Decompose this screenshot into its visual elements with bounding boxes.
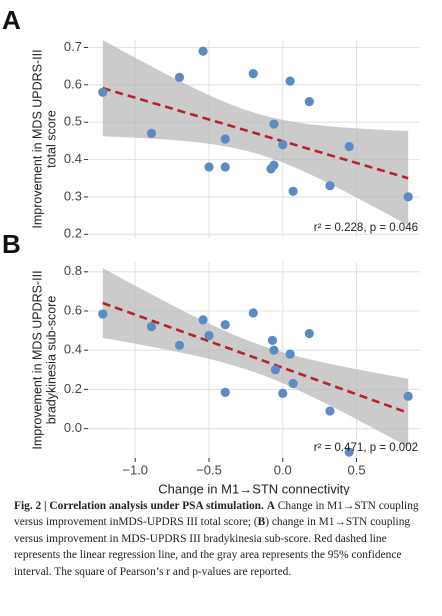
data-point [304,97,314,107]
y-tick-label: 0.7 [64,39,82,54]
data-point [278,140,288,150]
y-tick-label: 0.3 [64,188,82,203]
data-point [270,365,280,375]
caption: Fig. 2 | Correlation analysis under PSA … [14,498,432,580]
data-point [288,378,298,389]
y-axis-label: Improvement in MDS UPDRS-III [30,270,44,449]
data-point [198,315,208,325]
x-tick-label: 0.0 [274,462,292,477]
data-point [285,349,295,359]
y-axis-label: Improvement in MDS UPDRS-III [30,49,44,228]
data-point [266,164,276,174]
data-point [269,119,279,129]
y-tick-label: 0.5 [64,114,82,129]
data-point [248,69,258,79]
caption-text: Change in M1→STN coupling versus improve… [14,500,419,529]
y-tick-label: 0.6 [64,302,82,317]
data-point [174,340,185,350]
y-tick-label: 0.0 [64,420,82,435]
data-point [220,162,230,172]
panel-letter: A [2,5,21,35]
data-point [220,387,230,397]
data-point [98,309,108,319]
data-point [248,308,258,318]
data-point [403,192,413,202]
data-point [220,320,230,330]
data-point [198,46,208,56]
data-point [325,406,335,416]
caption-text: ) change in M1→STN coupling versus impro… [14,516,411,578]
y-axis-label: bradykinesia sub-score [44,296,58,425]
annotation: r² = 0.228, p = 0.046 [314,222,418,234]
data-point [269,345,279,355]
data-point [278,388,288,398]
data-point [146,322,157,332]
caption-bold: A [266,500,275,512]
y-tick-label: 0.2 [64,226,82,241]
regression-line [102,86,409,180]
y-tick-label: 0.2 [64,381,82,396]
data-point [344,141,354,152]
x-axis-label: Change in M1→STN connectivity [158,481,350,495]
data-point [98,87,108,97]
data-point [174,72,185,82]
data-point [204,162,214,172]
caption-bold: Fig. 2 | Correlation analysis under PSA … [14,500,264,512]
y-axis-label: total score [44,110,58,168]
data-point [344,447,354,457]
x-tick-label: 0.5 [348,462,366,477]
y-tick-label: 0.8 [64,263,82,278]
y-tick-label: 0.4 [64,342,82,357]
data-point [285,76,295,86]
data-point [204,330,214,341]
data-point [267,335,278,345]
annotation: r² = 0.471, p = 0.002 [314,442,418,454]
data-point [304,328,314,339]
x-tick-label: −1.0 [122,462,148,477]
data-point [325,181,335,191]
x-tick-label: −0.5 [196,462,222,477]
y-tick-label: 0.6 [64,76,82,91]
data-point [288,186,298,196]
data-point [146,128,157,138]
figure: A 0.2 0.3 0.4 0.5 0.6 0.7 r² = 0.228, p = 0.046… [2,5,420,495]
data-point [403,391,413,401]
data-point [220,134,230,144]
regression-line [102,301,409,415]
caption-bold: B [257,516,266,529]
y-tick-label: 0.4 [64,151,82,166]
panel-letter: B [2,229,21,259]
